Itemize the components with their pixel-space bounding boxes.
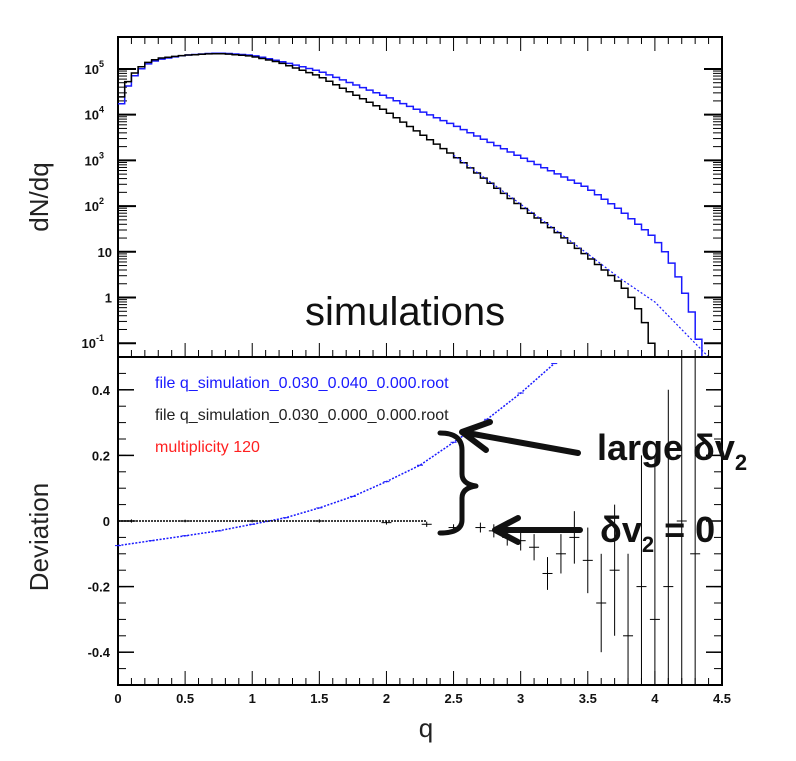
annotation-large-dv2: large δv2	[597, 427, 747, 475]
arrow-dv2-zero	[492, 515, 583, 545]
simulations-label: simulations	[305, 290, 505, 334]
top-y-tick-label: 1	[105, 291, 112, 306]
annotation-dv2-zero-sub: 2	[642, 532, 654, 557]
bottom-y-tick-label: -0.2	[88, 580, 110, 595]
bottom-x-tick-label: 1.5	[310, 691, 328, 706]
x-axis-label: q	[419, 713, 433, 743]
histogram-black	[118, 53, 656, 357]
bottom-x-tick-label: 3.5	[579, 691, 597, 706]
annotation-dv2-zero-text: δv	[600, 509, 642, 550]
bottom-x-tick-label: 0.5	[176, 691, 194, 706]
top-y-tick-label: 102	[85, 196, 104, 214]
bottom-y-ticks: 0.4 0.2 0 -0.2 -0.4	[88, 356, 722, 686]
bottom-x-tick-label: 4.5	[713, 691, 731, 706]
annotation-arrows	[437, 419, 583, 545]
bottom-y-axis-label: Deviation	[24, 483, 54, 591]
top-y-tick-exponent: -1	[96, 333, 104, 343]
bottom-x-tick-label: 1	[249, 691, 256, 706]
bottom-x-tick-label: 4	[651, 691, 659, 706]
arrow-large-dv2	[459, 419, 581, 456]
bottom-x-tick-label: 3	[517, 691, 524, 706]
top-y-tick-label: 103	[85, 150, 104, 168]
top-y-axis-label: dN/dq	[24, 162, 54, 231]
bottom-y-tick-label: 0	[103, 514, 110, 529]
annotation-large-dv2-text: large δv	[597, 427, 735, 468]
legend-entry-multiplicity: multiplicity 120	[155, 439, 260, 456]
legend-entry-black: file q_simulation_0.030_0.000_0.000.root	[155, 407, 449, 424]
brace	[437, 430, 479, 536]
top-y-tick-label: 104	[85, 105, 104, 123]
legend-entry-blue: file q_simulation_0.030_0.040_0.000.root	[155, 375, 449, 392]
bottom-x-ticks: 0 0.5 1 1.5 2 2.5 3 3.5 4 4.5	[114, 671, 731, 706]
fit-curve	[453, 154, 710, 358]
bottom-x-tick-label: 2.5	[445, 691, 463, 706]
top-y-tick-exponent: 2	[99, 196, 104, 206]
top-y-tick-label: 10-1	[82, 333, 104, 351]
top-y-tick-label: 105	[85, 59, 104, 77]
top-y-tick-exponent: 3	[99, 150, 104, 160]
annotation-dv2-zero-suffix: = 0	[654, 509, 715, 550]
annotation-large-dv2-sub: 2	[735, 450, 747, 475]
top-y-tick-exponent: 4	[99, 105, 104, 115]
top-series-group	[118, 52, 710, 358]
top-x-ticks	[117, 37, 723, 357]
top-y-tick-label: 10	[98, 245, 112, 260]
top-y-tick-exponent: 5	[99, 59, 104, 69]
bottom-y-tick-label: -0.4	[88, 645, 111, 660]
bottom-x-tick-label: 2	[383, 691, 390, 706]
bottom-panel: Deviation q 0.4 0.2 0 -0.2 -0.4 0 0.5 1 1.5 2 2.5…	[24, 356, 747, 743]
bottom-y-tick-label: 0.2	[92, 448, 110, 463]
annotation-dv2-zero: δv2 = 0	[600, 509, 715, 557]
bottom-x-tick-label: 0	[114, 691, 121, 706]
bottom-y-tick-label: 0.4	[92, 383, 111, 398]
